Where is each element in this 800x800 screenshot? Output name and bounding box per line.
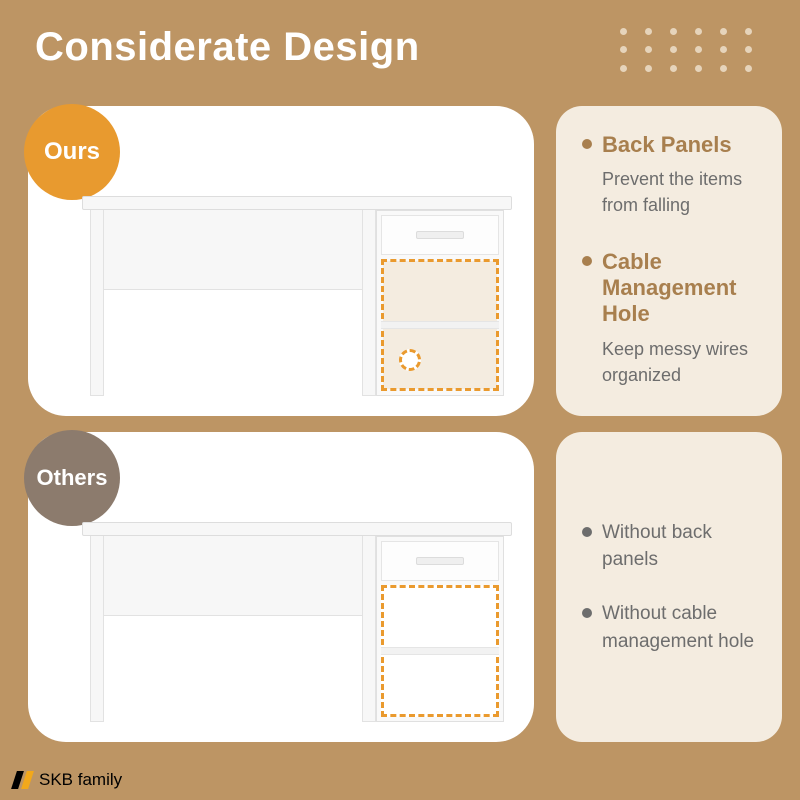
- shelf-area: [381, 259, 499, 391]
- drawer: [381, 541, 499, 581]
- badge-ours-label: Ours: [44, 138, 100, 166]
- brand-name: SKB family: [39, 770, 122, 790]
- desk-illustration-others: [82, 522, 512, 722]
- feature-item: Without back panels: [582, 519, 762, 574]
- feature-title: Cable Management Hole: [602, 249, 762, 328]
- feature-heading: Cable Management Hole: [582, 249, 762, 328]
- badge-others-label: Others: [37, 465, 108, 491]
- infographic-canvas: Considerate Design Ours: [0, 0, 800, 800]
- feature-text: Without cable management hole: [602, 600, 762, 655]
- feature-item: Cable Management Hole Keep messy wires o…: [582, 249, 762, 388]
- bullet-icon: [582, 608, 592, 618]
- shelf-area: [381, 585, 499, 717]
- desk-cabinet: [376, 536, 504, 722]
- bullet-icon: [582, 139, 592, 149]
- drawer: [381, 215, 499, 255]
- panel-others: Others: [28, 432, 534, 742]
- feature-desc: Prevent the items from falling: [582, 166, 762, 218]
- logo-bars-icon: [11, 771, 34, 789]
- feature-card-others: Without back panels Without cable manage…: [556, 432, 782, 742]
- feature-item: Without cable management hole: [582, 600, 762, 655]
- cable-hole-highlight: [399, 349, 421, 371]
- brand-logo: SKB family: [14, 770, 122, 790]
- bullet-icon: [582, 256, 592, 266]
- feature-desc: Keep messy wires organized: [582, 336, 762, 388]
- badge-ours: Ours: [24, 104, 120, 200]
- feature-heading: Back Panels: [582, 132, 762, 158]
- page-title: Considerate Design: [35, 25, 420, 70]
- feature-title: Back Panels: [602, 132, 732, 158]
- desk-illustration-ours: [82, 196, 512, 396]
- panel-ours: Ours: [28, 106, 534, 416]
- bullet-icon: [582, 527, 592, 537]
- feature-text: Without back panels: [602, 519, 762, 574]
- desk-cabinet: [376, 210, 504, 396]
- badge-others: Others: [24, 430, 120, 526]
- feature-item: Back Panels Prevent the items from falli…: [582, 132, 762, 219]
- feature-card-ours: Back Panels Prevent the items from falli…: [556, 106, 782, 416]
- decorative-dot-grid: [620, 28, 770, 83]
